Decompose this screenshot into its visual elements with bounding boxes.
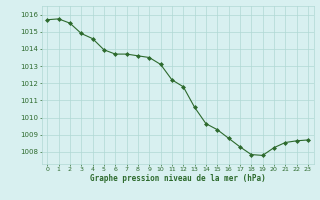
X-axis label: Graphe pression niveau de la mer (hPa): Graphe pression niveau de la mer (hPa) [90,174,266,183]
